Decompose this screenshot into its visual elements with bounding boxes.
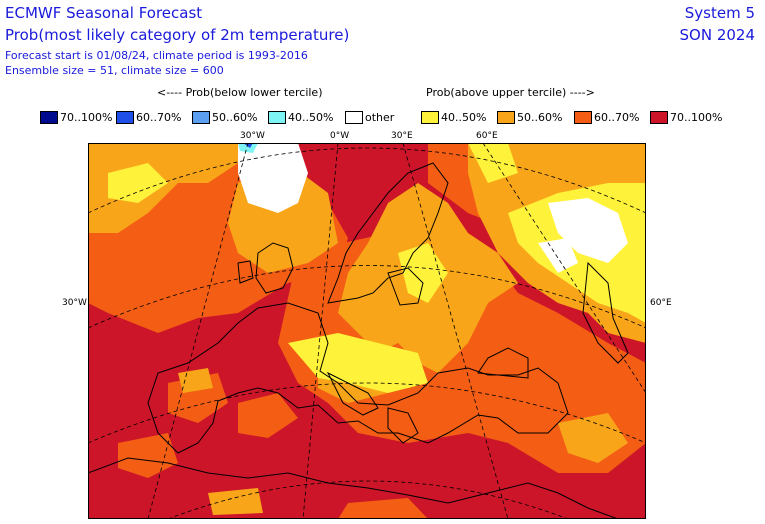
- legend-above-heading: Prob(above upper tercile) ---->: [426, 86, 595, 99]
- graticule-label: 30°W: [62, 298, 87, 308]
- legend-label: 50..60%: [212, 111, 258, 124]
- legend-swatch: [421, 111, 439, 124]
- graticule-label: 30°W: [240, 131, 265, 141]
- legend-swatch: [497, 111, 515, 124]
- legend-swatch: [345, 111, 363, 124]
- legend-swatch: [268, 111, 286, 124]
- graticule-label: 60°E: [476, 131, 498, 141]
- map-subtitle: Prob(most likely category of 2m temperat…: [5, 26, 350, 44]
- other-regions: [238, 143, 628, 273]
- legend-item: 40..50%: [268, 107, 334, 124]
- legend-item: 60..70%: [574, 107, 640, 124]
- legend-item: 70..100%: [650, 107, 723, 124]
- season-label: SON 2024: [679, 26, 756, 44]
- legend-item: other: [345, 107, 395, 124]
- legend-swatch: [192, 111, 210, 124]
- forecast-map: [88, 143, 646, 519]
- forecast-info: Forecast start is 01/08/24, climate peri…: [5, 49, 308, 62]
- legend-item: 50..60%: [497, 107, 563, 124]
- legend-label: 60..70%: [594, 111, 640, 124]
- legend-label: 60..70%: [136, 111, 182, 124]
- legend-label: 50..60%: [517, 111, 563, 124]
- legend-label: 70..100%: [670, 111, 723, 124]
- legend-item: 70..100%: [40, 107, 113, 124]
- graticule: [88, 143, 646, 519]
- legend-label: 70..100%: [60, 111, 113, 124]
- legend-swatch: [574, 111, 592, 124]
- legend-label: other: [365, 111, 395, 124]
- graticule-label: 30°E: [391, 131, 413, 141]
- legend-swatch: [116, 111, 134, 124]
- graticule-label: 60°E: [650, 298, 672, 308]
- graticule-label: 0°W: [330, 131, 350, 141]
- legend-below-heading: <---- Prob(below lower tercile): [157, 86, 323, 99]
- coastlines: [88, 162, 629, 519]
- ensemble-info: Ensemble size = 51, climate size = 600: [5, 64, 224, 77]
- legend-item: 60..70%: [116, 107, 182, 124]
- system-label: System 5: [684, 4, 755, 22]
- legend-label: 40..50%: [441, 111, 487, 124]
- map-frame: [88, 143, 646, 519]
- map-title: ECMWF Seasonal Forecast: [5, 4, 203, 22]
- legend-label: 40..50%: [288, 111, 334, 124]
- legend-swatch: [650, 111, 668, 124]
- below-tercile-patches: [238, 143, 258, 153]
- legend-item: 50..60%: [192, 107, 258, 124]
- legend-swatch: [40, 111, 58, 124]
- legend-item: 40..50%: [421, 107, 487, 124]
